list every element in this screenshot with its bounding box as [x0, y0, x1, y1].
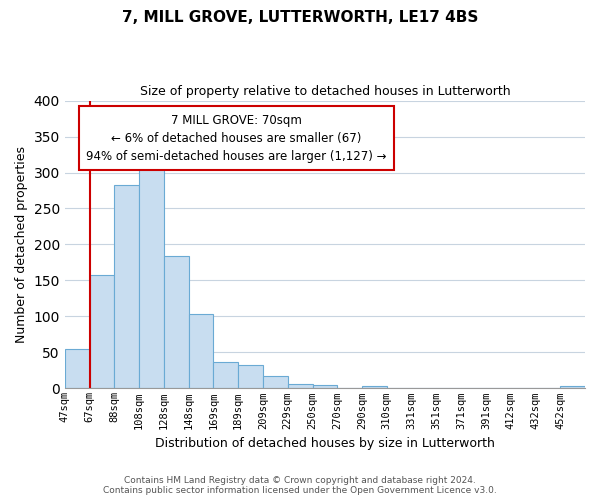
Bar	[214, 362, 238, 388]
Text: 7, MILL GROVE, LUTTERWORTH, LE17 4BS: 7, MILL GROVE, LUTTERWORTH, LE17 4BS	[122, 10, 478, 25]
Text: Contains HM Land Registry data © Crown copyright and database right 2024.
Contai: Contains HM Land Registry data © Crown c…	[103, 476, 497, 495]
X-axis label: Distribution of detached houses by size in Lutterworth: Distribution of detached houses by size …	[155, 437, 495, 450]
Bar	[65, 349, 89, 389]
Bar	[164, 256, 188, 388]
Bar	[188, 314, 214, 388]
Bar	[288, 384, 313, 388]
Bar	[238, 366, 263, 388]
Bar	[313, 385, 337, 388]
Bar	[263, 376, 288, 388]
Bar	[89, 274, 115, 388]
Bar	[362, 386, 387, 388]
Bar	[139, 153, 164, 388]
Bar	[560, 386, 585, 388]
Text: 7 MILL GROVE: 70sqm
← 6% of detached houses are smaller (67)
94% of semi-detache: 7 MILL GROVE: 70sqm ← 6% of detached hou…	[86, 114, 387, 162]
Title: Size of property relative to detached houses in Lutterworth: Size of property relative to detached ho…	[140, 85, 510, 98]
Y-axis label: Number of detached properties: Number of detached properties	[15, 146, 28, 343]
Bar	[115, 184, 139, 388]
